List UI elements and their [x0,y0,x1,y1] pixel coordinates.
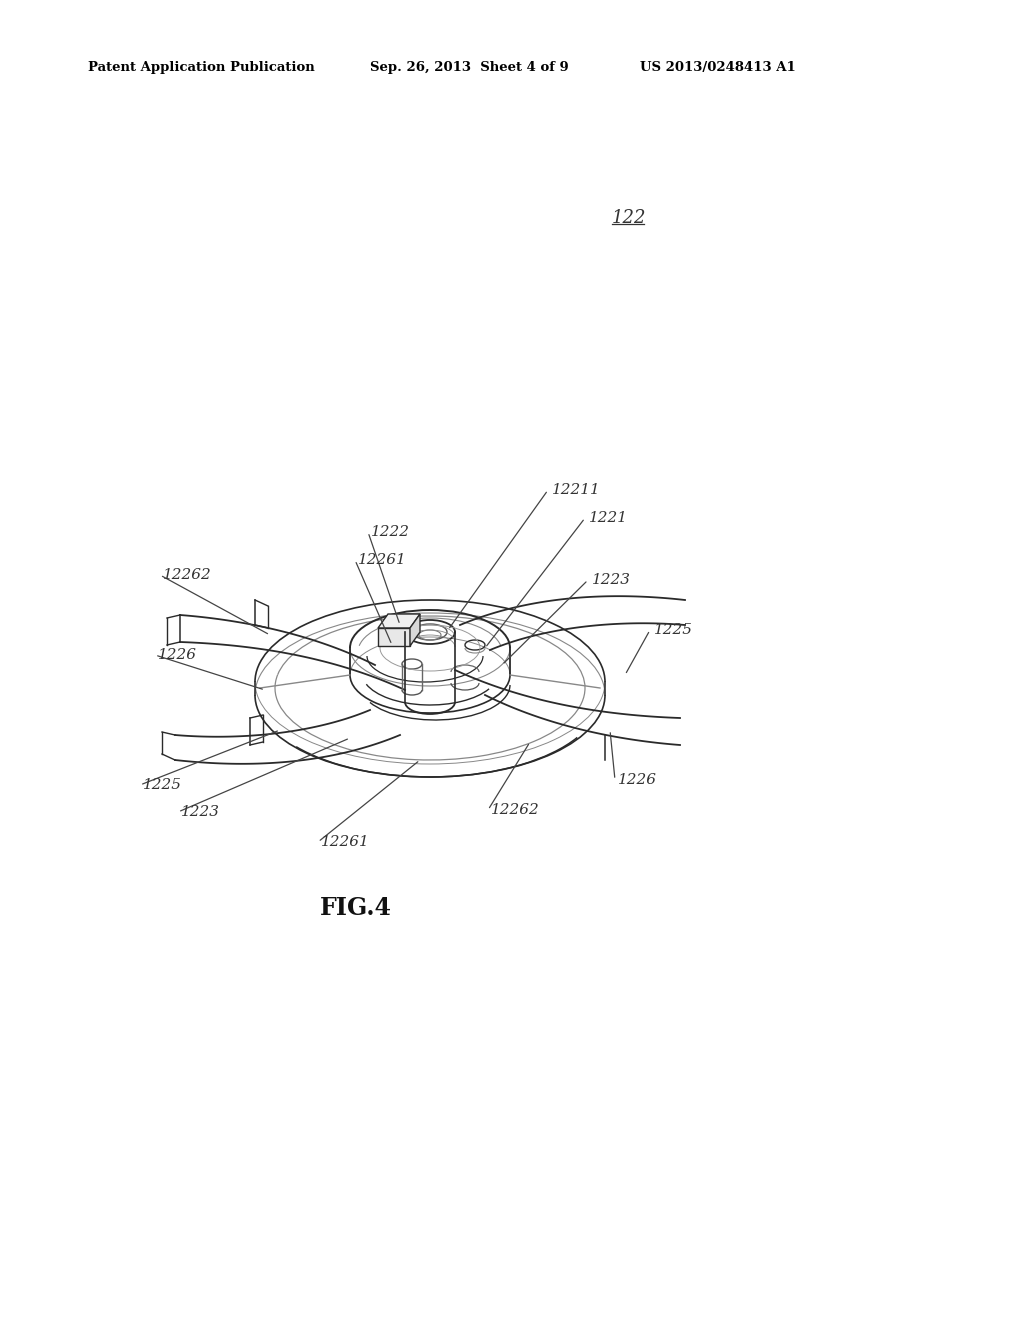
Text: 12261: 12261 [358,553,407,568]
Text: 1221: 1221 [589,511,628,525]
Text: US 2013/0248413 A1: US 2013/0248413 A1 [640,62,796,74]
Text: 122: 122 [612,209,646,227]
Polygon shape [378,614,420,628]
Text: 1222: 1222 [371,525,410,539]
Text: 1225: 1225 [654,623,693,638]
Text: 1226: 1226 [618,774,657,787]
Text: 1223: 1223 [181,805,220,818]
Text: 1223: 1223 [592,573,631,587]
Text: 12211: 12211 [552,483,601,498]
Text: 1225: 1225 [143,777,182,792]
Text: 12262: 12262 [163,568,212,582]
Text: Patent Application Publication: Patent Application Publication [88,62,314,74]
Text: FIG.4: FIG.4 [319,896,392,920]
Polygon shape [378,628,410,645]
Polygon shape [410,614,420,645]
Text: 12261: 12261 [321,836,370,849]
Text: Sep. 26, 2013  Sheet 4 of 9: Sep. 26, 2013 Sheet 4 of 9 [370,62,568,74]
Text: 12262: 12262 [490,803,540,817]
Text: 1226: 1226 [158,648,197,663]
